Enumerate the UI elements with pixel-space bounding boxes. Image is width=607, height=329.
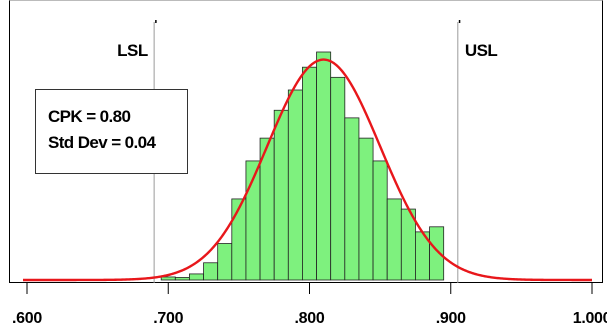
histogram-bar — [316, 51, 332, 281]
histogram-bar — [160, 276, 176, 281]
histogram-bar — [273, 109, 289, 281]
cpk-value: CPK = 0.80 — [48, 107, 131, 126]
stats-box: CPK = 0.80 Std Dev = 0.04 — [35, 89, 188, 174]
histogram-bar — [189, 273, 204, 281]
std-dev-value: Std Dev = 0.04 — [48, 133, 156, 152]
x-tick-label: .900 — [436, 310, 466, 327]
x-tick-label: .700 — [153, 310, 183, 327]
histogram-bar — [372, 160, 388, 281]
x-tick-label: 1.000 — [573, 310, 607, 327]
x-tick-label: .800 — [295, 310, 325, 327]
x-tick-label: .600 — [12, 310, 42, 327]
histogram-bar — [358, 137, 374, 281]
usl-marker — [458, 20, 461, 23]
histogram-bar — [231, 198, 247, 281]
histogram-bar — [174, 277, 190, 281]
lsl-marker — [155, 20, 157, 23]
histogram-bar — [330, 76, 346, 281]
histogram-bar — [429, 226, 445, 281]
histogram-bar — [344, 117, 360, 281]
histogram-bar — [203, 262, 219, 281]
histogram-bar — [287, 89, 303, 281]
normal-curve — [23, 58, 592, 282]
histogram-bar — [217, 243, 233, 281]
usl-label: USL — [464, 41, 498, 60]
histogram-bar — [302, 66, 317, 281]
x-axis-ticks: .600 .700 .800 .900 1.000 — [12, 283, 607, 327]
histogram-bar — [386, 198, 402, 281]
lsl-label: LSL — [117, 41, 148, 60]
histogram-bars — [160, 51, 445, 281]
